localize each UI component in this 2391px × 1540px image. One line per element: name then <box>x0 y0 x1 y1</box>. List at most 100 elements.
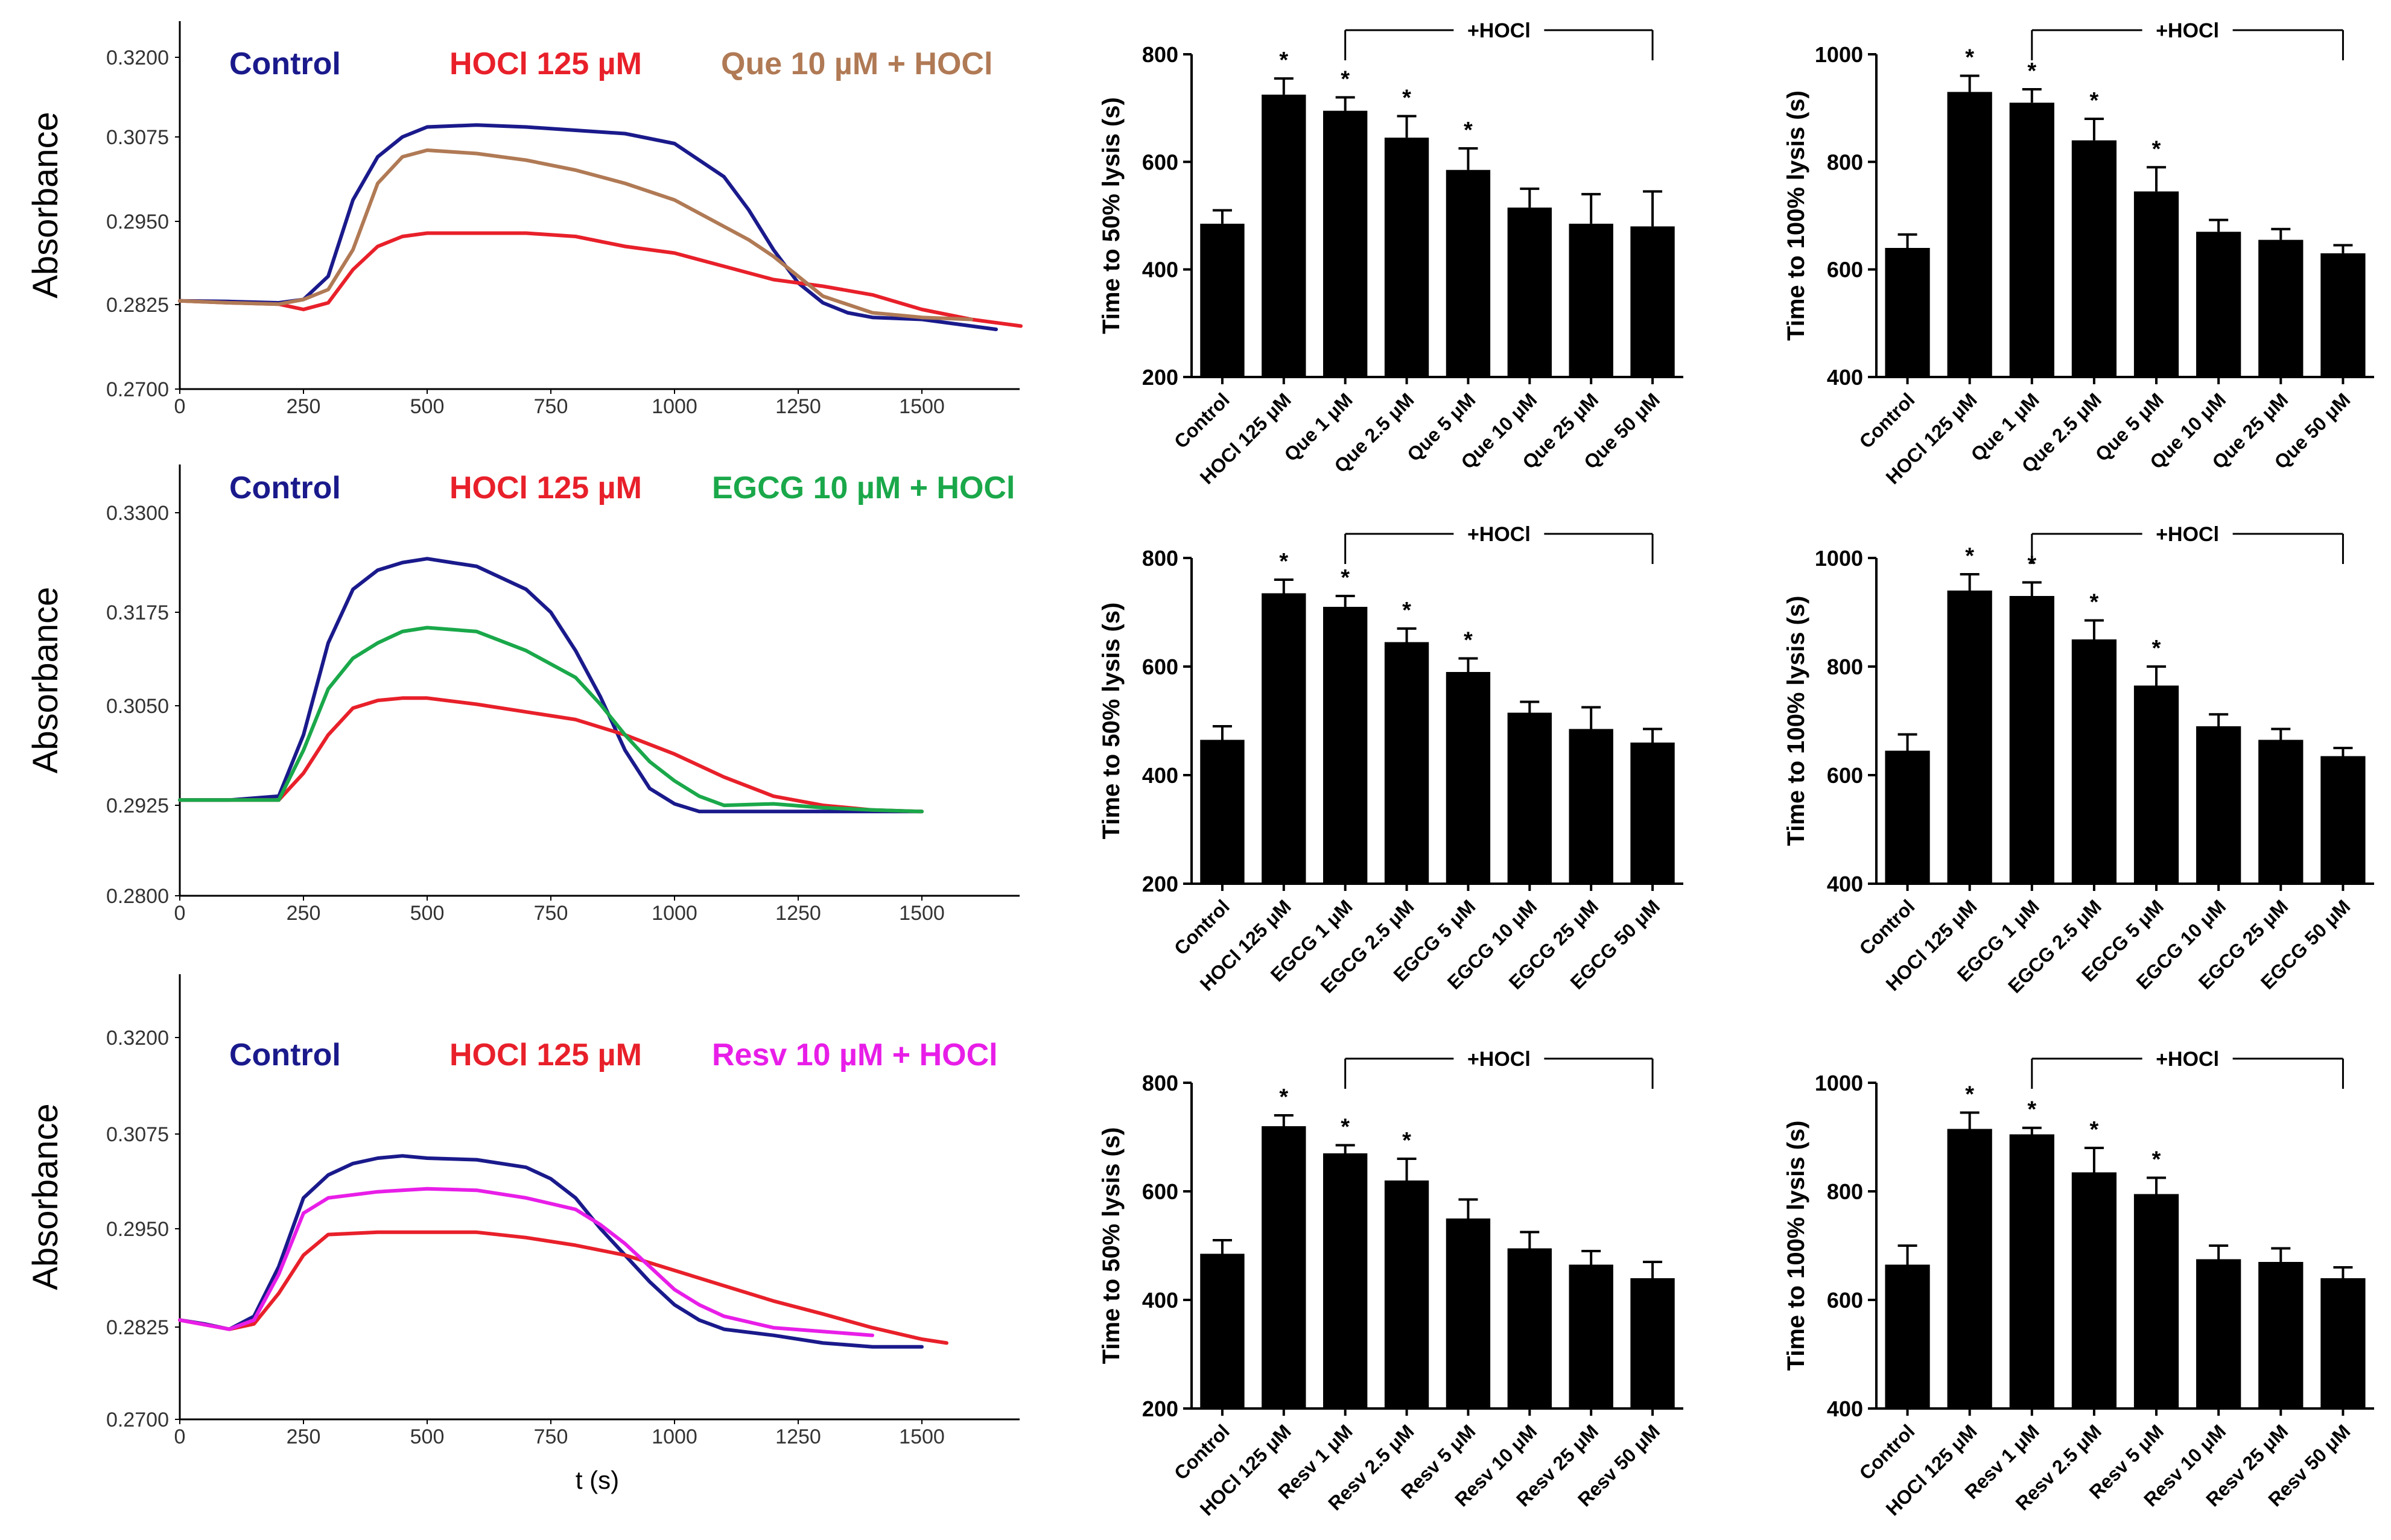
series-line <box>178 1154 924 1349</box>
bar <box>1323 110 1368 377</box>
bar <box>2258 1262 2304 1408</box>
bar <box>2009 103 2054 377</box>
bar <box>2320 1278 2366 1408</box>
y-axis-title: Time to 50% lysis (s) <box>1098 1127 1125 1364</box>
y-axis-title: Absorbance <box>26 1103 65 1290</box>
bar <box>2258 239 2304 377</box>
y-axis-title: Absorbance <box>26 587 65 774</box>
bar <box>2133 1194 2179 1408</box>
y-tick-label: 400 <box>1827 1396 1863 1421</box>
y-tick-label: 600 <box>1142 654 1178 679</box>
significance-star: * <box>1279 48 1288 73</box>
x-tick-label: 1500 <box>899 902 945 925</box>
x-tick-label: 1000 <box>652 395 697 418</box>
category-label: Control <box>1855 388 1919 452</box>
bar-chart-6: 400 600 800 1000 Time to 100% lysis (s) Contr… <box>1783 1048 2374 1520</box>
y-tick-label: 1000 <box>1815 546 1863 571</box>
y-tick-label: 600 <box>1827 1288 1863 1313</box>
bar <box>2196 232 2241 377</box>
x-tick-label: 1000 <box>652 1425 697 1448</box>
y-tick-label: 0.2925 <box>106 794 169 817</box>
bar <box>1885 248 1930 377</box>
bar <box>1446 1218 1491 1408</box>
x-tick-label: 250 <box>287 1425 321 1448</box>
significance-star: * <box>2027 552 2036 577</box>
y-tick-label: 0.2800 <box>106 885 169 908</box>
bar <box>1384 1180 1429 1408</box>
bar <box>1323 1153 1368 1408</box>
y-tick-label: 800 <box>1142 42 1178 67</box>
series-line <box>178 626 924 814</box>
legend-entry: Control <box>229 1038 341 1073</box>
significance-star: * <box>1402 1128 1411 1153</box>
y-tick-label: 600 <box>1142 150 1178 174</box>
significance-star: * <box>2027 59 2036 84</box>
bar <box>2196 726 2241 884</box>
x-tick-label: 1250 <box>775 395 821 418</box>
bracket-label: +HOCl <box>1467 523 1531 546</box>
y-tick-label: 0.3175 <box>106 601 169 624</box>
legend-entry: HOCl 125 µM <box>449 1038 642 1073</box>
bar <box>2071 1172 2117 1408</box>
bar <box>1947 591 1992 884</box>
bar <box>2320 253 2366 377</box>
bracket-label: +HOCl <box>1467 19 1531 42</box>
legend-entry: EGCG 10 µM + HOCl <box>712 471 1015 505</box>
x-tick-label: 500 <box>410 902 445 925</box>
y-tick-label: 400 <box>1827 365 1863 390</box>
significance-star: * <box>2152 636 2161 661</box>
y-tick-label: 400 <box>1142 763 1178 788</box>
x-tick-label: 500 <box>410 1425 445 1448</box>
y-axis-title: Time to 100% lysis (s) <box>1783 1121 1809 1371</box>
bar <box>1885 750 1930 884</box>
significance-star: * <box>1965 1082 1974 1107</box>
bar-chart-3: 200 400 600 800 Time to 50% lysis (s) Control… <box>1098 523 1683 997</box>
bar <box>1630 226 1675 377</box>
bar <box>1323 607 1368 884</box>
bar <box>1200 1253 1245 1408</box>
bar <box>1446 170 1491 377</box>
bar <box>1446 672 1491 884</box>
x-tick-label: 1500 <box>899 1425 945 1448</box>
bar <box>1630 743 1675 884</box>
bracket-label: +HOCl <box>2156 1048 2219 1071</box>
bar <box>1569 223 1613 377</box>
series-line <box>178 1187 874 1337</box>
legend-entry: HOCl 125 µM <box>449 471 642 505</box>
x-tick-label: 1250 <box>775 902 821 925</box>
y-tick-label: 800 <box>1827 654 1863 679</box>
series-line <box>178 1230 948 1345</box>
legend-entry: Que 10 µM + HOCl <box>721 46 992 81</box>
significance-star: * <box>2152 136 2161 162</box>
bar <box>1947 92 1992 377</box>
y-tick-label: 0.3200 <box>106 1027 169 1050</box>
x-tick-label: 0 <box>174 902 186 925</box>
y-axis-title: Time to 100% lysis (s) <box>1783 596 1809 846</box>
bar <box>1569 729 1613 884</box>
y-tick-label: 0.3075 <box>106 1123 169 1146</box>
legend-entry: HOCl 125 µM <box>449 46 642 81</box>
bar <box>1507 208 1552 377</box>
y-tick-label: 0.3050 <box>106 695 169 718</box>
series-line <box>178 231 1023 328</box>
significance-star: * <box>1464 118 1473 143</box>
significance-star: * <box>2152 1147 2161 1173</box>
y-tick-label: 0.3200 <box>106 46 169 69</box>
y-tick-label: 800 <box>1142 1071 1178 1095</box>
x-tick-label: 0 <box>174 1425 186 1448</box>
category-label: Control <box>1855 1420 1919 1484</box>
y-tick-label: 0.2700 <box>106 378 169 401</box>
bracket-label: +HOCl <box>1467 1048 1531 1071</box>
x-tick-label: 750 <box>534 902 568 925</box>
y-tick-label: 0.2950 <box>106 1218 169 1241</box>
series-line <box>178 148 973 322</box>
significance-star: * <box>1279 1085 1288 1110</box>
bar <box>1200 740 1245 884</box>
bar <box>2071 639 2117 884</box>
category-label: Control <box>1170 388 1234 452</box>
y-tick-label: 0.3300 <box>106 502 169 525</box>
bar <box>1630 1278 1675 1408</box>
